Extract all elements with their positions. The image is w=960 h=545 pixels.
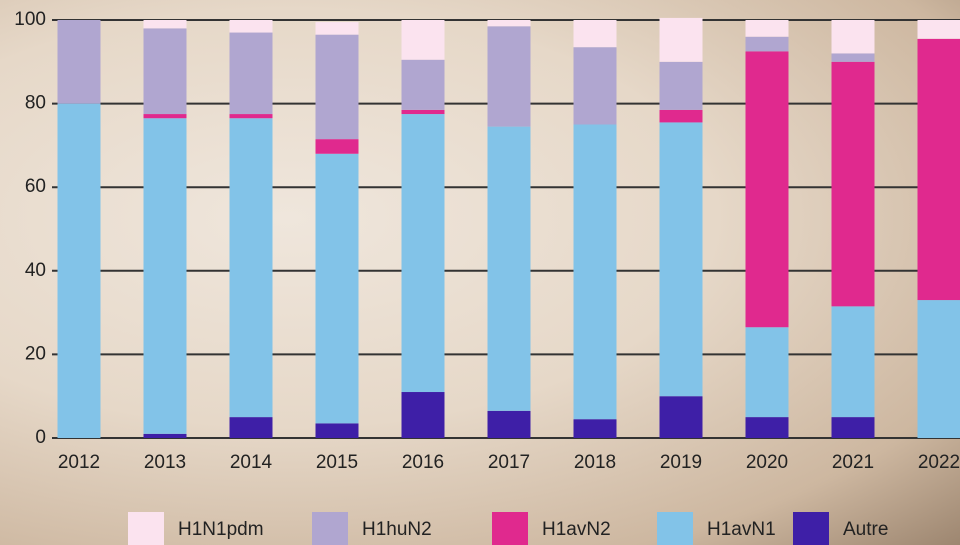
bar-segment bbox=[316, 35, 359, 140]
y-tick-label: 60 bbox=[25, 176, 46, 197]
bar-segment bbox=[660, 110, 703, 123]
x-tick-label: 2012 bbox=[58, 452, 100, 473]
bar-segment bbox=[574, 419, 617, 438]
legend-swatch bbox=[312, 512, 348, 545]
legend-swatch bbox=[657, 512, 693, 545]
legend-swatch bbox=[492, 512, 528, 545]
bar-segment bbox=[832, 417, 875, 438]
bar-segment bbox=[918, 39, 960, 300]
bar-segment bbox=[746, 20, 789, 37]
bar-segment bbox=[660, 396, 703, 438]
bar-segment bbox=[746, 417, 789, 438]
bar-segment bbox=[144, 28, 187, 114]
page: 0 20 40 60 80 100 2012 2013 2014 2015 2016 2017 2018… bbox=[0, 0, 960, 545]
chart: 0 20 40 60 80 100 2012 2013 2014 2015 2016 2017 2018… bbox=[0, 0, 960, 545]
y-tick-label: 100 bbox=[14, 9, 46, 30]
bar-segment bbox=[402, 60, 445, 110]
x-tick-label: 2022 bbox=[918, 452, 960, 473]
bar-segment bbox=[230, 114, 273, 118]
bar-segment bbox=[144, 20, 187, 28]
bar-segment bbox=[58, 20, 101, 104]
legend-swatch bbox=[128, 512, 164, 545]
legend-label: H1avN1 bbox=[707, 519, 776, 540]
bar-segment bbox=[230, 20, 273, 33]
legend-label: H1N1pdm bbox=[178, 519, 264, 540]
x-tick-label: 2014 bbox=[230, 452, 273, 473]
bar-segment bbox=[660, 18, 703, 62]
bar-segment bbox=[660, 62, 703, 110]
legend-label: Autre bbox=[843, 519, 888, 540]
bar-segment bbox=[58, 104, 101, 438]
bar-segment bbox=[746, 37, 789, 52]
bar-segment bbox=[488, 26, 531, 126]
x-tick-label: 2021 bbox=[832, 452, 874, 473]
x-tick-label: 2017 bbox=[488, 452, 530, 473]
bar-segment bbox=[832, 20, 875, 53]
bar-segment bbox=[832, 53, 875, 61]
bar-segment bbox=[144, 118, 187, 434]
bar-segment bbox=[488, 127, 531, 411]
y-tick-label: 0 bbox=[35, 427, 46, 448]
y-tick-label: 20 bbox=[25, 343, 46, 364]
bar-segment bbox=[402, 20, 445, 60]
y-tick-label: 40 bbox=[25, 260, 46, 281]
bar-segment bbox=[832, 306, 875, 417]
x-tick-label: 2018 bbox=[574, 452, 616, 473]
legend-label: H1huN2 bbox=[362, 519, 432, 540]
y-tick-label: 80 bbox=[25, 93, 46, 114]
bar-segment bbox=[230, 417, 273, 438]
bar-segment bbox=[144, 114, 187, 118]
bar-segment bbox=[316, 423, 359, 438]
x-tick-label: 2019 bbox=[660, 452, 702, 473]
x-tick-label: 2016 bbox=[402, 452, 444, 473]
bar-segment bbox=[574, 125, 617, 420]
bar-segment bbox=[918, 20, 960, 39]
bar-segment bbox=[574, 47, 617, 124]
bar-segment bbox=[316, 154, 359, 424]
legend-label: H1avN2 bbox=[542, 519, 611, 540]
bar-segment bbox=[316, 22, 359, 35]
x-tick-label: 2013 bbox=[144, 452, 186, 473]
bar-segment bbox=[230, 118, 273, 417]
bar-segment bbox=[918, 300, 960, 438]
x-tick-label: 2015 bbox=[316, 452, 358, 473]
bar-segment bbox=[402, 392, 445, 438]
bar-segment bbox=[488, 20, 531, 26]
legend-swatch bbox=[793, 512, 829, 545]
bar-segment bbox=[746, 327, 789, 417]
bar-segment bbox=[144, 434, 187, 438]
bar-segment bbox=[660, 122, 703, 396]
bar-segment bbox=[488, 411, 531, 438]
bar-segment bbox=[574, 20, 617, 47]
bar-segment bbox=[230, 33, 273, 115]
bar-segment bbox=[746, 51, 789, 327]
bar-segment bbox=[402, 110, 445, 114]
x-tick-label: 2020 bbox=[746, 452, 788, 473]
bar-segment bbox=[316, 139, 359, 154]
bar-segment bbox=[402, 114, 445, 392]
bar-segment bbox=[832, 62, 875, 307]
